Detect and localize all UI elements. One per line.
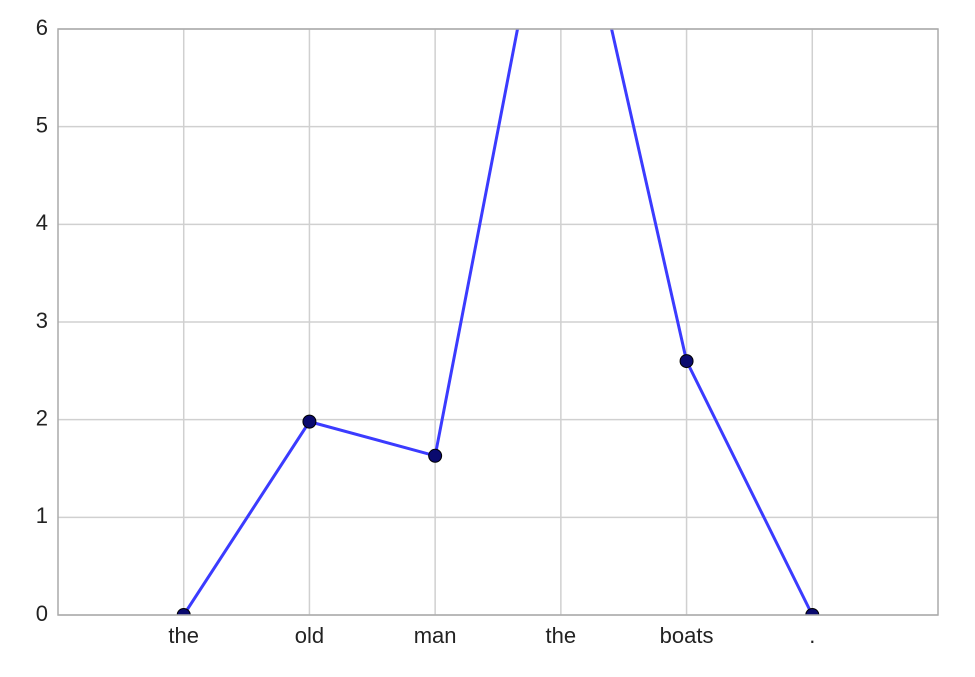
plot-frame [57,28,939,616]
grid [58,28,938,616]
y-tick-label: 0 [36,601,48,626]
labels: 0 1 2 3 4 5 6 the old man the boats. [36,15,816,648]
plot-area [176,29,820,615]
x-tick-label: the [168,623,199,648]
x-tick-label: the [546,623,577,648]
point-marker [176,608,191,615]
x-tick-label: old [295,623,324,648]
point-marker [428,448,443,463]
point-marker [679,354,694,369]
y-tick-label: 4 [36,210,48,235]
x-tick-label: man [414,623,457,648]
point-marker [302,414,317,429]
line-series [182,29,814,615]
y-tick-label: 1 [36,503,48,528]
x-tick-label: boats [660,623,714,648]
y-tick-label: 3 [36,308,48,333]
y-tick-label: 5 [36,112,48,137]
y-tick-label: 2 [36,405,48,430]
point-marker [805,608,820,615]
y-tick-label: 6 [36,15,48,40]
x-tick-label: . [809,623,815,648]
